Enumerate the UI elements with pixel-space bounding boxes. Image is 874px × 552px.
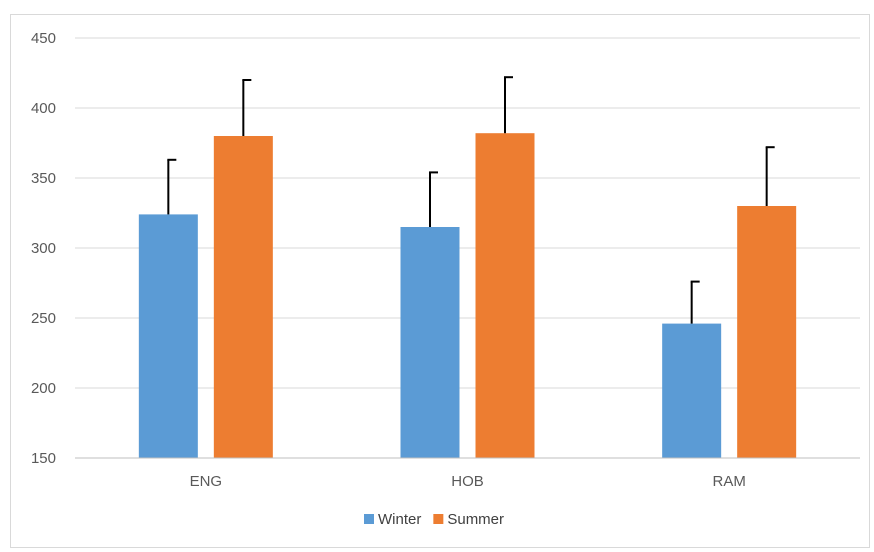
error-bars — [167, 76, 775, 324]
x-tick-label: RAM — [712, 473, 745, 490]
legend-label-winter: Winter — [378, 511, 421, 528]
y-tick-label: 350 — [31, 170, 56, 187]
y-axis-ticks: 150 200 250 300 350 400 450 — [31, 30, 56, 467]
x-tick-label: ENG — [190, 473, 223, 490]
bar-winter-hob — [400, 227, 460, 458]
bar-summer-ram — [737, 206, 797, 458]
gridlines — [75, 37, 860, 389]
bars — [138, 133, 797, 458]
legend-swatch-winter — [364, 514, 374, 524]
x-axis: ENG HOB RAM — [75, 457, 860, 490]
legend-swatch-summer — [433, 514, 444, 524]
bar-summer-eng — [213, 136, 273, 458]
y-tick-label: 400 — [31, 100, 56, 117]
legend: Winter Summer — [364, 511, 504, 528]
y-tick-label: 200 — [31, 380, 56, 397]
y-tick-label: 150 — [31, 450, 56, 467]
bar-winter-eng — [138, 214, 198, 458]
legend-label-summer: Summer — [447, 511, 504, 528]
y-tick-label: 250 — [31, 310, 56, 327]
x-tick-label: HOB — [451, 473, 484, 490]
y-tick-label: 450 — [31, 30, 56, 47]
y-tick-label: 300 — [31, 240, 56, 257]
bar-summer-hob — [475, 133, 535, 458]
bar-winter-ram — [662, 323, 722, 458]
